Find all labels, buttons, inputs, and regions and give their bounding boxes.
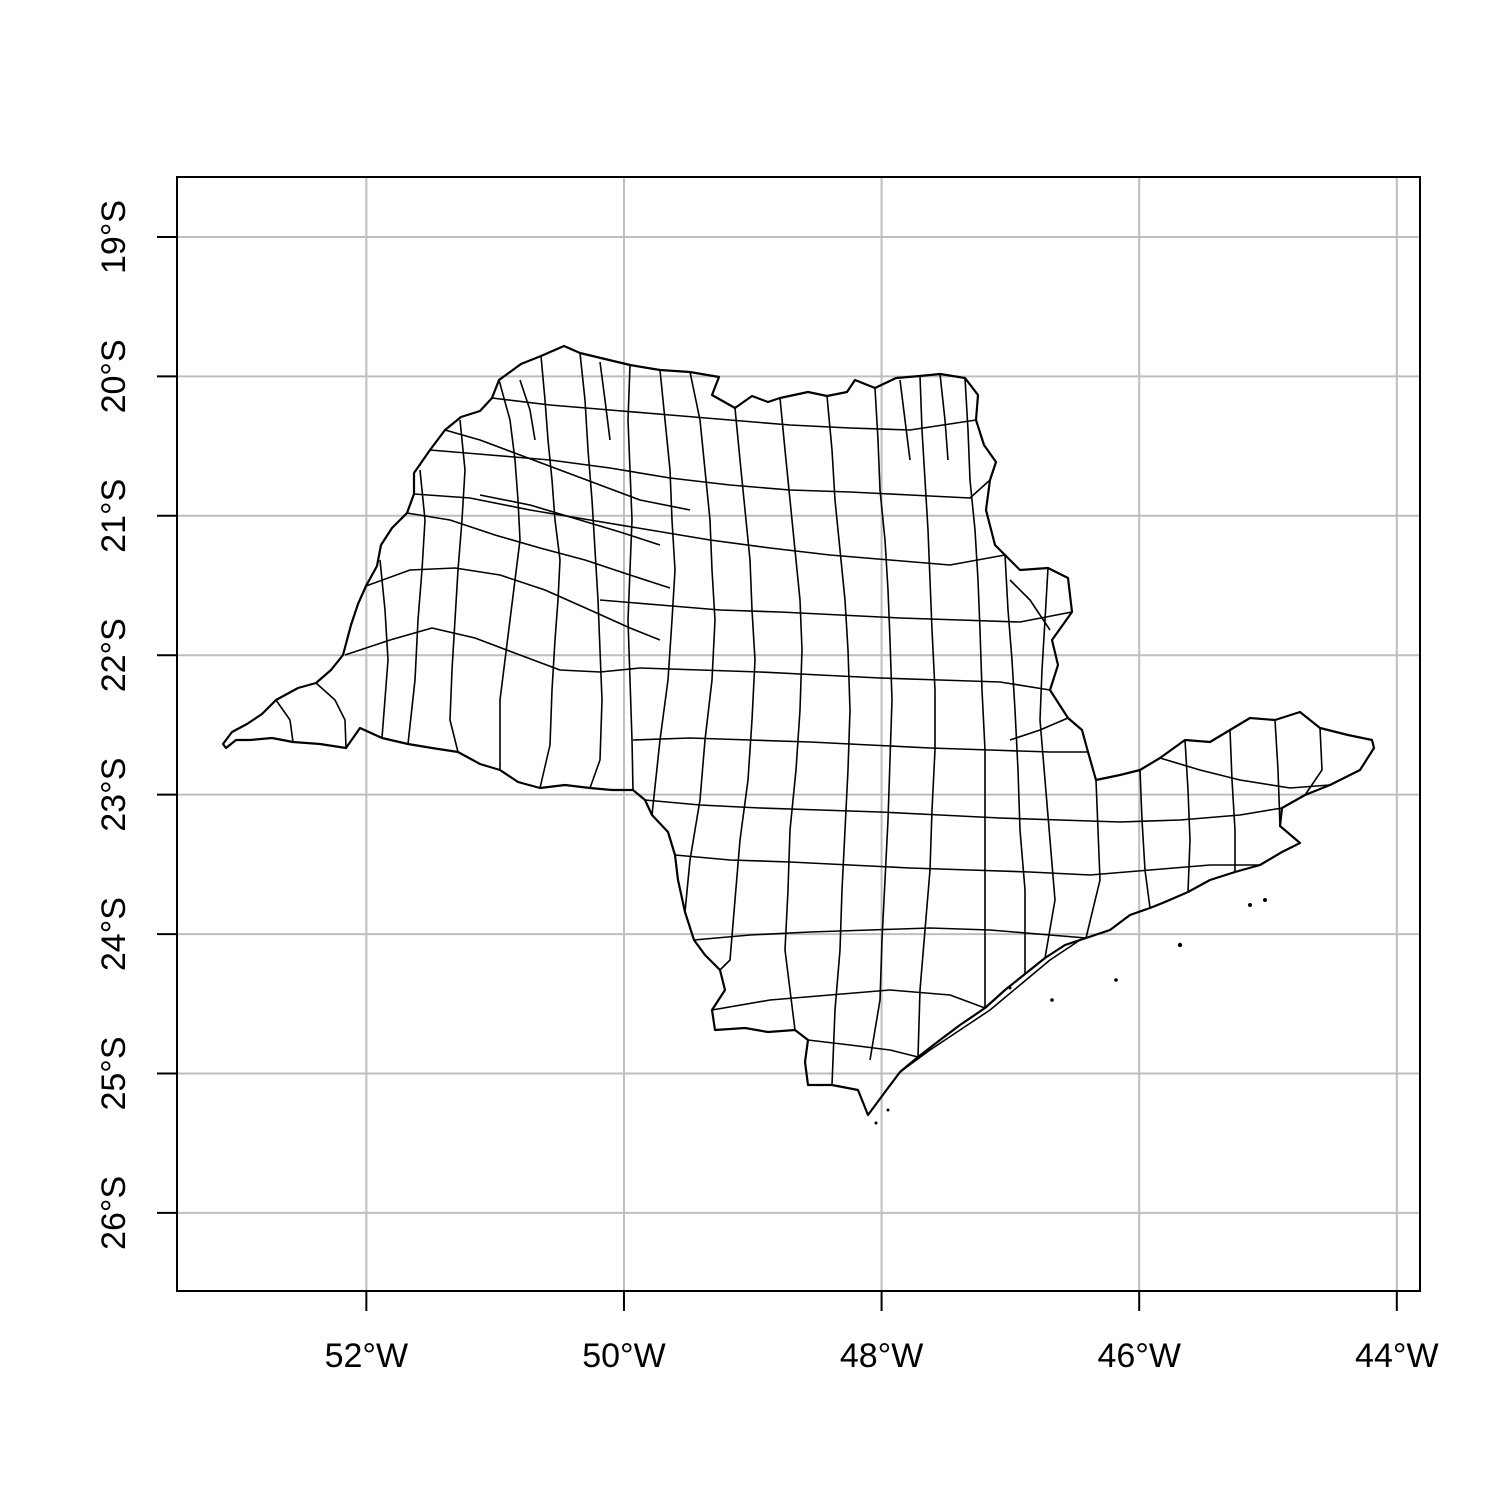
y-tick-label: 21°S: [95, 479, 133, 553]
island: [1248, 903, 1252, 907]
island: [1008, 986, 1012, 990]
municipality-boundaries: [275, 352, 1331, 1086]
island: [1177, 942, 1183, 948]
island: [1263, 898, 1267, 902]
y-tick-label: 22°S: [95, 618, 133, 692]
x-tick-label: 48°W: [840, 1337, 924, 1375]
island: [886, 1108, 890, 1112]
y-tick-label: 24°S: [95, 897, 133, 971]
x-tick-label: 46°W: [1097, 1337, 1181, 1375]
axes: 52°W 50°W 48°W 46°W 44°W 19°S 20°S 21°S 22°S 23°S…: [95, 200, 1439, 1375]
island: [1050, 998, 1054, 1002]
x-tick-label: 52°W: [325, 1337, 409, 1375]
island: [1114, 978, 1118, 982]
graticule: [177, 177, 1420, 1291]
y-tick-label: 20°S: [95, 339, 133, 413]
y-tick-label: 23°S: [95, 758, 133, 832]
sao-paulo-municipalities: [221, 344, 1376, 1125]
y-tick-label: 26°S: [95, 1176, 133, 1250]
x-tick-label: 44°W: [1355, 1337, 1439, 1375]
plot-frame: [176, 176, 1421, 1292]
island: [874, 1121, 878, 1125]
x-tick-label: 50°W: [582, 1337, 666, 1375]
y-tick-label: 25°S: [95, 1036, 133, 1110]
y-tick-label: 19°S: [95, 200, 133, 274]
